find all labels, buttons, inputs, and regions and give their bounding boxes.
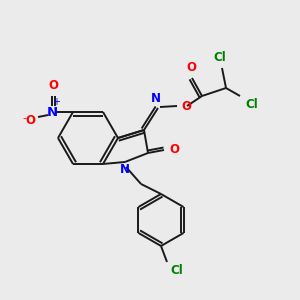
Text: Cl: Cl — [170, 264, 183, 277]
Text: -: - — [22, 113, 26, 123]
Text: O: O — [169, 143, 179, 157]
Text: Cl: Cl — [245, 98, 258, 111]
Text: N: N — [46, 106, 58, 118]
Text: N: N — [120, 163, 130, 176]
Text: O: O — [186, 61, 196, 74]
Text: O: O — [181, 100, 191, 112]
Text: N: N — [151, 92, 161, 105]
Text: O: O — [25, 113, 35, 127]
Text: O: O — [48, 79, 58, 92]
Text: Cl: Cl — [214, 51, 226, 64]
Text: +: + — [52, 97, 60, 107]
